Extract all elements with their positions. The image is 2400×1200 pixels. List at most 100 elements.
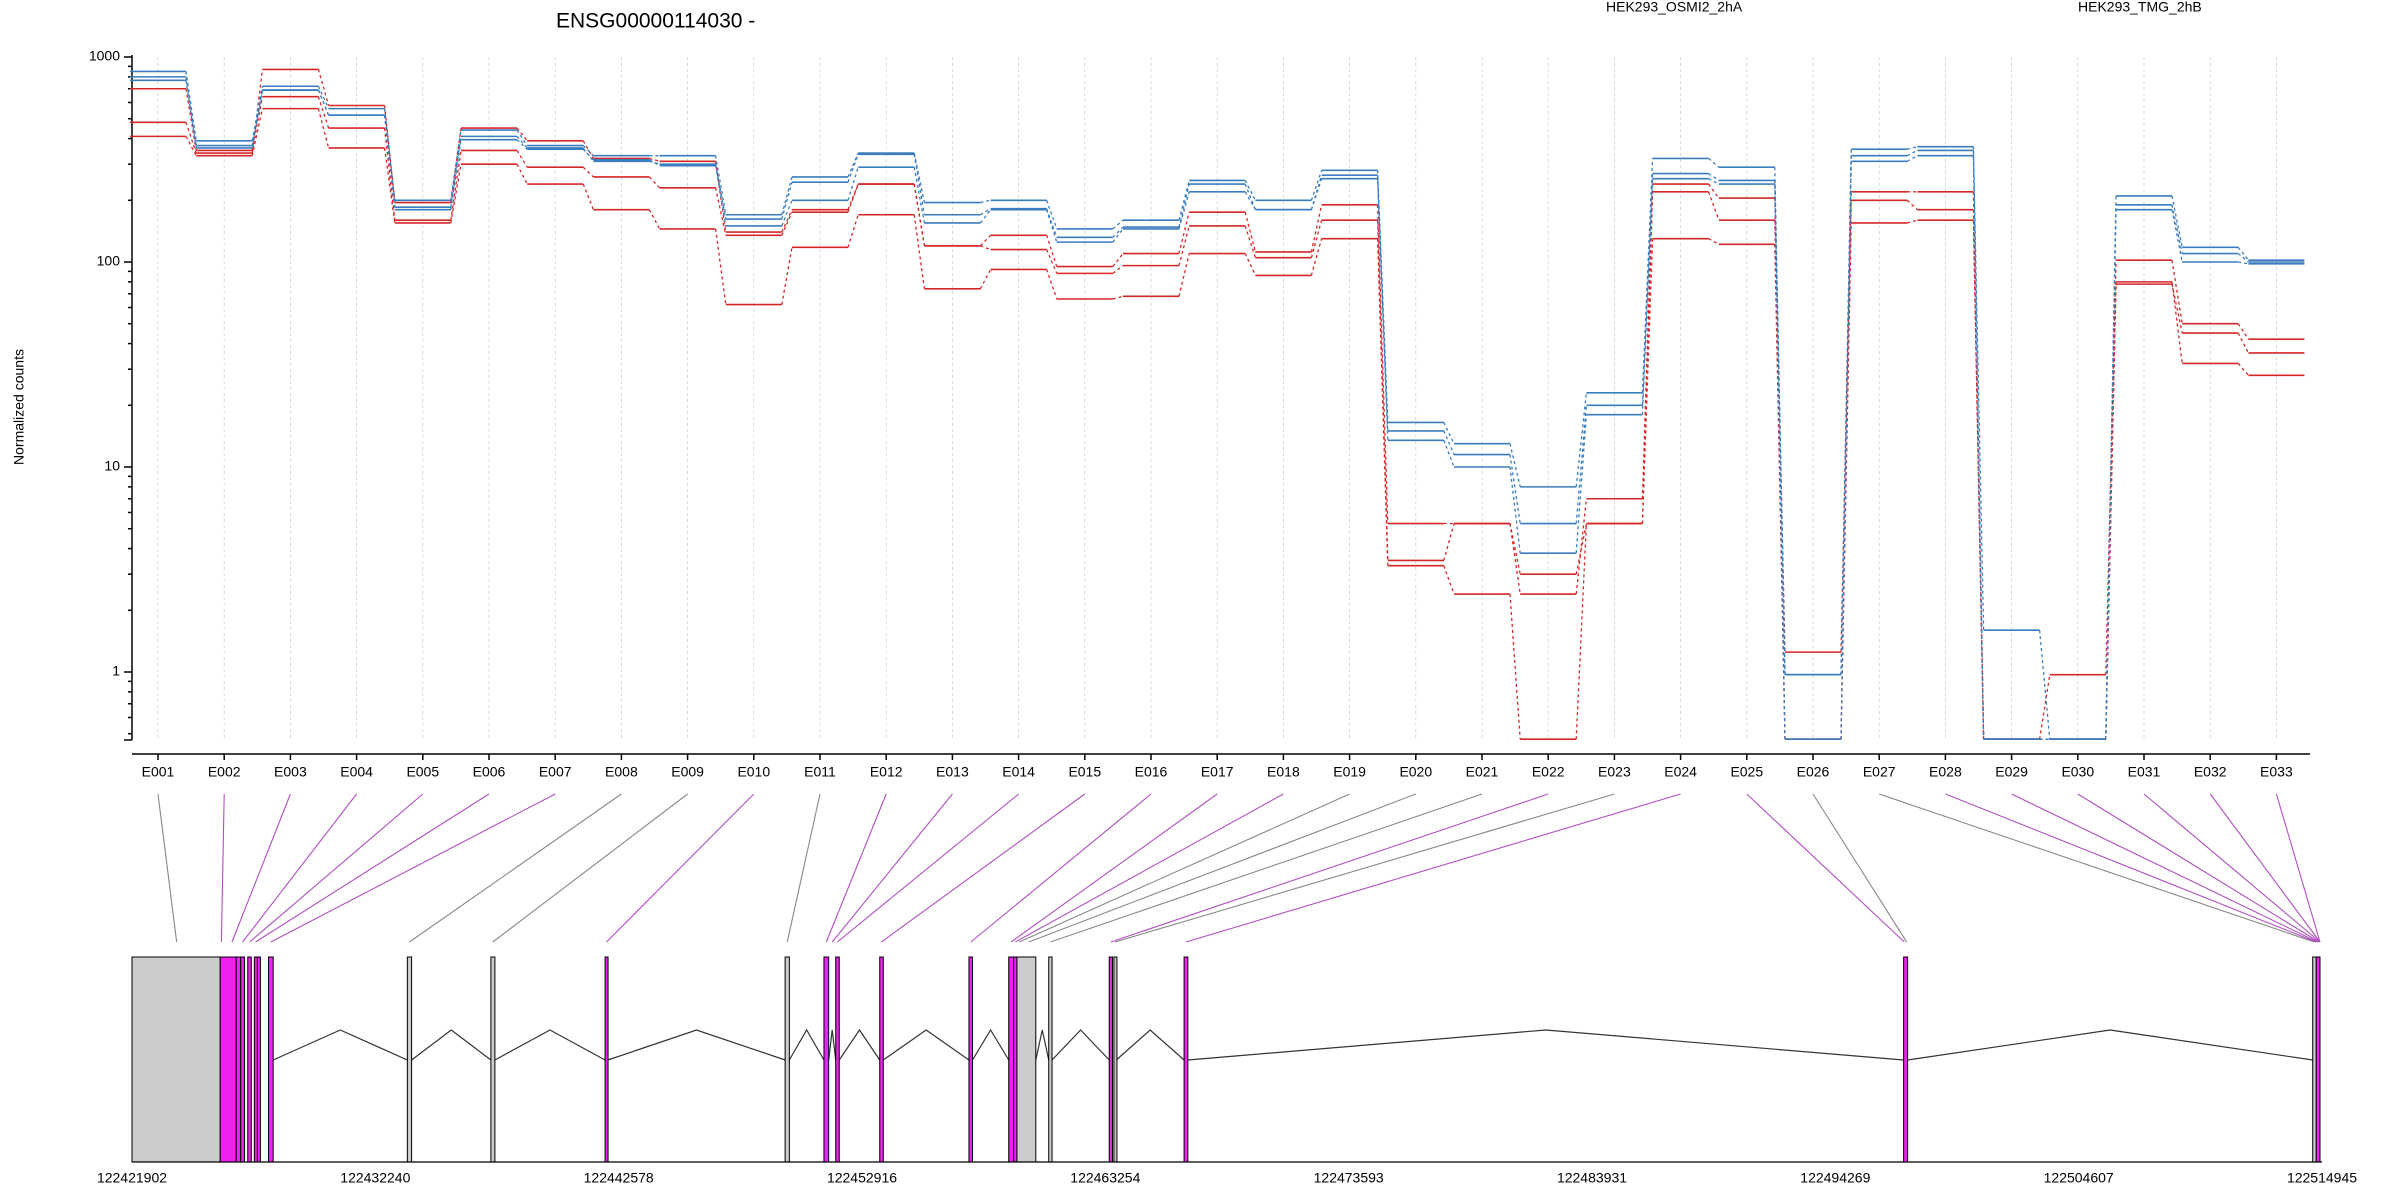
series-connector [714,187,727,236]
series-connector [582,145,594,157]
x-tick-label: E033 [2260,764,2293,780]
exon-connector [2275,793,2321,943]
x-tick-label: E031 [2128,764,2161,780]
x-tick-label: E002 [208,764,241,780]
genomic-coordinate-label: 122504607 [2044,1169,2114,1185]
series-connector [1972,155,1985,740]
series-connector [847,183,859,210]
series-connector [1244,212,1257,253]
exon-block [406,956,413,1163]
intron-line [971,1028,1010,1061]
exon-connector [1050,793,1483,943]
exon-block-highlighted [240,956,245,1163]
genomic-coordinate-label: 122442578 [584,1169,654,1185]
series-connector [2237,332,2249,354]
series-connector [582,148,594,161]
x-tick-label: E008 [605,764,638,780]
series-connector [1376,204,1389,524]
x-tick-label: E032 [2194,764,2227,780]
series-connector [1708,183,1720,199]
intron-line [1115,1029,1185,1061]
exon-connector [2011,793,2318,943]
exon-block [1016,956,1037,1163]
x-tick-label: E026 [1797,764,1830,780]
series-lines [130,68,2305,741]
exon-block-highlighted [879,956,884,1163]
series-connector [781,200,793,227]
series-connector [649,160,660,165]
x-tick-label: E010 [737,764,770,780]
x-tick-label: E012 [870,764,903,780]
series-connector [2237,363,2249,376]
exon-connector [970,793,1152,943]
series-connector [781,182,793,220]
exon-connector [1746,793,1905,943]
series-connector [1774,180,1786,675]
series-connector [185,122,197,154]
series-connector [1310,175,1323,210]
exon-connector [270,793,556,943]
intron-line [1187,1029,1904,1061]
exon-connector [1015,793,1284,943]
genomic-coordinate-label: 122452916 [827,1169,897,1185]
series-connector [1575,392,1588,487]
series-connector [383,128,396,221]
series-connector [582,166,594,178]
series-connector [1509,594,1521,740]
intron-line [1051,1029,1110,1061]
series-connector [1575,498,1588,595]
series-connector [1376,238,1389,566]
series-connector [2105,281,2117,740]
series-connector [847,183,859,213]
intron-line [1035,1029,1050,1061]
series-connector [185,71,197,141]
x-tick-label: E016 [1135,764,1168,780]
exon-connector [255,793,490,943]
series-connector [1509,454,1521,524]
exon-connector [786,793,821,943]
x-tick-label: E003 [274,764,307,780]
exon-connector [1010,793,1218,943]
series-connector [185,136,197,157]
series-connector [649,159,660,167]
series-connector [1708,173,1720,181]
series-connector [2038,630,2051,740]
x-tick-label: E030 [2061,764,2094,780]
exon-block-highlighted [968,956,973,1163]
series-connector [1707,191,1720,221]
series-connector [980,208,991,216]
series-connector [847,167,859,201]
series-connector [1376,175,1389,431]
series-connector [648,176,661,189]
x-tick-label: E019 [1333,764,1366,780]
series-connector [714,228,727,305]
series-connector [1178,212,1190,254]
x-tick-label: E022 [1532,764,1565,780]
exon-connector [881,793,1086,943]
series-connector [251,96,264,151]
intron-line [788,1028,825,1061]
exon-connector [606,793,755,943]
series-connector [317,85,330,109]
series-connector [516,150,528,168]
exon-connector [1945,793,2317,943]
series-connector [913,214,926,289]
x-tick-label: E028 [1929,764,1962,780]
intron-line [882,1029,970,1061]
series-connector [1045,200,1058,230]
series-connector [2171,195,2183,248]
exon-block-highlighted [1108,956,1114,1163]
exon-connectors [157,793,2321,943]
series-connector [649,157,660,162]
y-tick-label: 10 [104,458,120,474]
series-connector [1575,523,1588,740]
x-tick-label: E007 [539,764,572,780]
exon-block-highlighted [1903,956,1909,1163]
exon-connector [1114,793,1615,943]
series-connector [251,108,264,156]
series-connector [2105,209,2117,740]
series-connector [1443,523,1455,561]
series-connector [516,135,528,149]
exon-connector [1185,793,1681,943]
series-connector [450,164,462,224]
